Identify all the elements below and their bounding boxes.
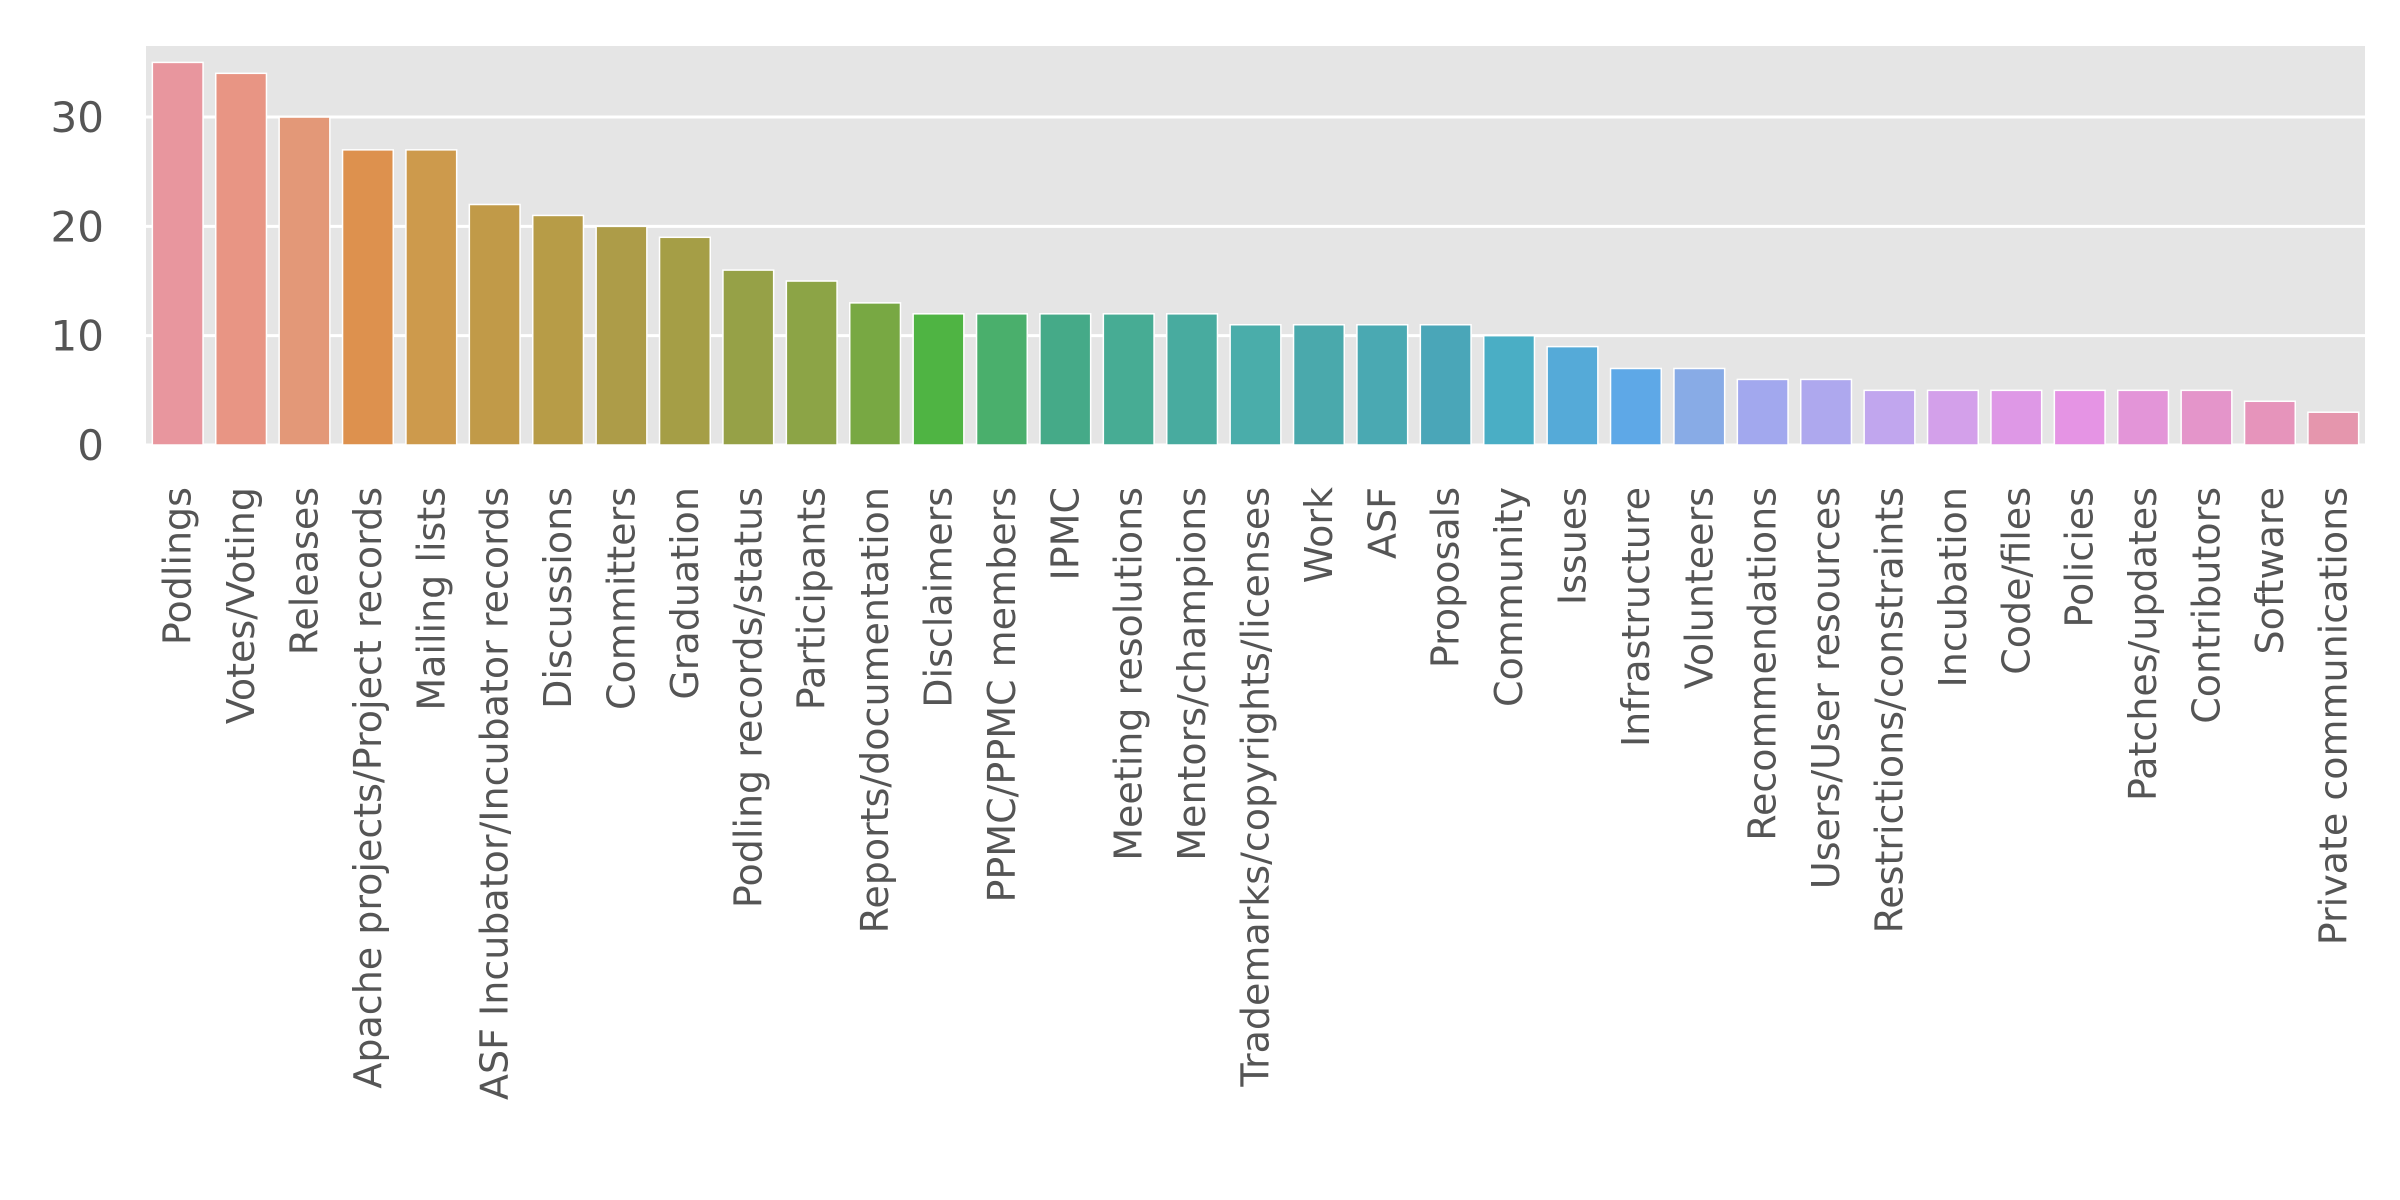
y-tick-label: 30 [51, 93, 104, 142]
x-tick-label: PPMC/PPMC members [980, 487, 1024, 903]
bar [785, 280, 838, 446]
bar [2307, 411, 2360, 446]
x-tick-label: ASF [1360, 487, 1404, 559]
x-tick-label: Code/files [1994, 487, 2038, 675]
bar [1863, 389, 1916, 446]
x-tick-label: Committers [600, 487, 644, 710]
x-tick-label: Community [1487, 487, 1531, 707]
x-tick-label: Incubation [1931, 487, 1975, 687]
x-tick-label: Policies [2058, 487, 2102, 628]
x-axis-labels: Podlings Votes/Voting Releases Apache proje… [156, 487, 2356, 1100]
bar [468, 203, 521, 446]
x-tick-label: Software [2248, 487, 2292, 655]
bar [1165, 313, 1219, 446]
x-tick-label: Mentors/champions [1170, 487, 1214, 861]
y-tick-label: 0 [77, 421, 104, 470]
bar [2116, 389, 2170, 446]
x-tick-label: Private communications [2311, 487, 2355, 945]
x-tick-label: Recommendations [1741, 487, 1785, 841]
bar [2243, 400, 2297, 446]
x-tick-label: IPMC [1043, 487, 1087, 580]
x-tick-label: Disclaimers [917, 487, 961, 708]
x-tick-label: Volunteers [1677, 487, 1721, 689]
bar [1229, 324, 1282, 446]
bar [1546, 345, 1599, 446]
x-tick-label: Infrastructure [1614, 487, 1658, 747]
x-tick-label: Discussions [536, 487, 580, 709]
bar [848, 302, 902, 446]
bar [912, 313, 965, 446]
bar [531, 214, 585, 446]
bar [1926, 389, 1980, 446]
x-tick-label: Votes/Voting [219, 487, 263, 724]
bar [1039, 313, 1092, 446]
x-tick-label: Users/User resources [1804, 487, 1848, 889]
bar [1799, 378, 1853, 446]
bar [1482, 334, 1536, 446]
x-tick-label: Meeting resolutions [1107, 487, 1151, 861]
x-tick-label: Graduation [663, 487, 707, 700]
x-tick-label: Patches/updates [2121, 487, 2165, 801]
x-tick-label: Apache projects/Project records [346, 487, 390, 1089]
bar [1292, 324, 1346, 446]
x-tick-label: Trademarks/copyrights/licenses [1234, 487, 1278, 1088]
x-tick-label: Releases [283, 487, 327, 655]
bar [1419, 324, 1472, 446]
x-tick-label: Proposals [1424, 487, 1468, 668]
y-axis-ticks: 0 10 20 30 [51, 93, 104, 470]
x-tick-label: Podling records/status [726, 487, 770, 908]
x-tick-label: Restrictions/constraints [1868, 487, 1912, 933]
bar [405, 149, 458, 446]
x-tick-label: ASF Incubator/Incubator records [473, 487, 517, 1100]
bar [1736, 378, 1789, 446]
bar [1990, 389, 2043, 446]
bars [151, 61, 2360, 446]
x-tick-label: Participants [790, 487, 834, 710]
x-tick-label: Reports/documentation [853, 487, 897, 933]
y-tick-label: 10 [51, 312, 104, 361]
y-tick-label: 20 [51, 202, 104, 251]
x-tick-label: Mailing lists [409, 487, 453, 711]
x-tick-label: Issues [1551, 487, 1595, 605]
bar [278, 116, 331, 446]
bar [975, 313, 1029, 446]
bar [722, 269, 775, 446]
x-tick-label: Work [1297, 487, 1341, 583]
bar [151, 61, 204, 446]
bar [2053, 389, 2106, 446]
bar [595, 225, 648, 446]
bar [1102, 313, 1155, 446]
bar [214, 72, 268, 446]
bar [2180, 389, 2233, 446]
bar [658, 236, 712, 446]
x-tick-label: Contributors [2185, 487, 2229, 724]
x-tick-label: Podlings [156, 487, 200, 645]
bar [1356, 324, 1409, 446]
bar [1609, 367, 1663, 446]
bar [1673, 367, 1726, 446]
bar [341, 149, 395, 446]
